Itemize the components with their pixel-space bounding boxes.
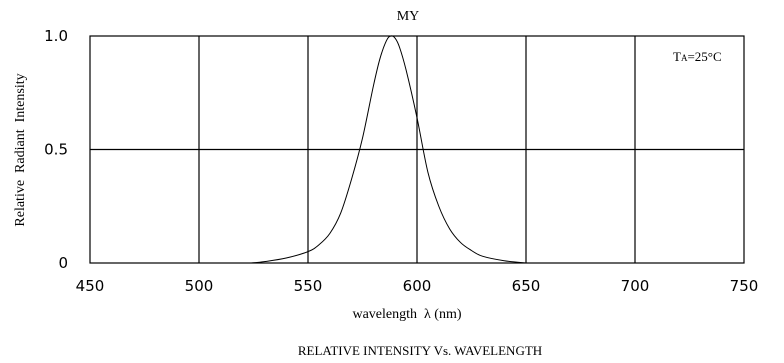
x-tick-labels: 450 500 550 600 650 700 750 — [76, 277, 759, 295]
y-tick-label-0.5: 0.5 — [44, 141, 68, 159]
chart-title: MY — [397, 9, 420, 24]
spectrum-curve — [251, 35, 527, 264]
x-tick-label-600: 600 — [403, 277, 432, 295]
x-tick-label-650: 650 — [512, 277, 541, 295]
x-tick-label-500: 500 — [185, 277, 214, 295]
x-tick-label-550: 550 — [294, 277, 323, 295]
x-axis-label: wavelength λ (nm) — [352, 307, 461, 322]
x-tick-label-750: 750 — [730, 277, 759, 295]
annotation-prefix: T — [673, 49, 681, 64]
chart-caption: RELATIVE INTENSITY Vs. WAVELENGTH — [298, 343, 542, 358]
y-tick-labels: 0 0.5 1.0 — [44, 27, 68, 272]
y-tick-label-1: 1.0 — [44, 27, 68, 45]
annotation-subscript: A — [681, 53, 688, 63]
temperature-annotation: TA=25°C — [673, 49, 722, 64]
y-tick-label-0: 0 — [58, 254, 68, 272]
grid-lines — [90, 36, 744, 263]
y-axis-label: Relative Radiant Intensity — [13, 73, 28, 226]
annotation-value: =25°C — [687, 49, 721, 64]
x-tick-label-450: 450 — [76, 277, 105, 295]
x-tick-label-700: 700 — [621, 277, 650, 295]
